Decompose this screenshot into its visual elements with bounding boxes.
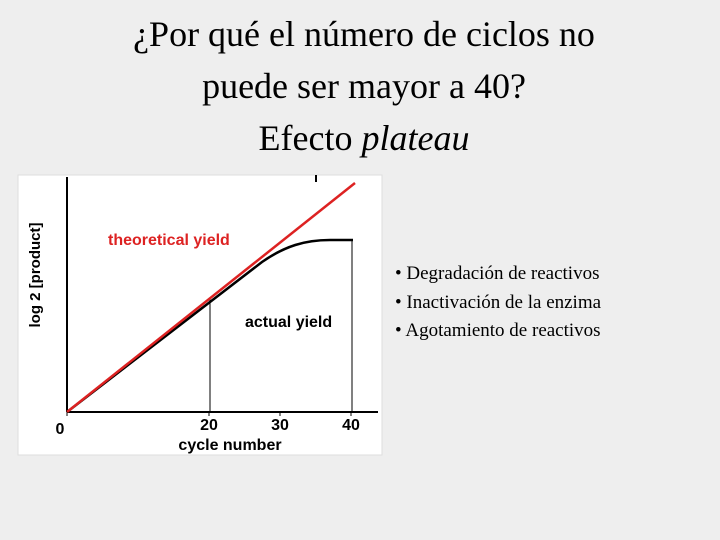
annotation: actual yield [245, 314, 332, 331]
theoretical-yield-line [66, 182, 356, 413]
x-tick-label: 0 [56, 421, 65, 438]
bullet: • Degradación de reactivos [395, 263, 599, 284]
actual-yield-curve [66, 238, 353, 413]
title-line: Efecto plateau [259, 118, 470, 158]
x-tick-label: 20 [200, 417, 218, 434]
x-axis-label: cycle number [178, 437, 281, 454]
title-line: puede ser mayor a 40? [202, 66, 526, 106]
title-word: Efecto [259, 118, 353, 158]
chart: theoretical yield actual yield cycle num… [17, 174, 383, 456]
title-word: plateau [358, 118, 469, 158]
x-tick-label: 40 [342, 417, 360, 434]
chart-background [17, 174, 383, 456]
x-tick-label: 30 [271, 417, 289, 434]
annotation: theoretical yield [108, 232, 230, 249]
y-axis-label: log 2 [product] [27, 223, 44, 328]
bullet: • Inactivación de la enzima [395, 292, 602, 313]
title-line: ¿Por qué el número de ciclos no [133, 14, 595, 54]
bullet: • Agotamiento de reactivos [395, 320, 601, 341]
